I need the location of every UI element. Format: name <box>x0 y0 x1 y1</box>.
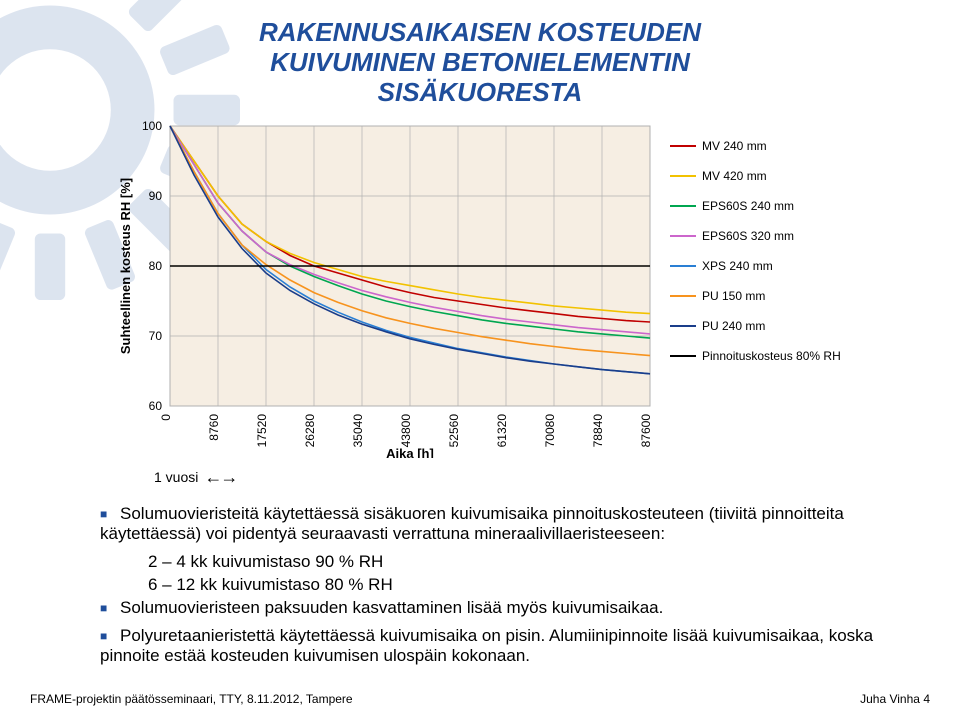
bullet-square-icon: ■ <box>100 629 120 643</box>
svg-text:EPS60S 240 mm: EPS60S 240 mm <box>702 199 794 213</box>
svg-text:8760: 8760 <box>207 413 221 440</box>
bullet-text: Polyuretaanieristettä käytettäessä kuivu… <box>100 626 873 665</box>
svg-text:52560: 52560 <box>447 413 461 447</box>
svg-text:EPS60S 320 mm: EPS60S 320 mm <box>702 229 794 243</box>
bullet-sub-item: 2 – 4 kk kuivumistaso 90 % RH <box>148 552 920 572</box>
double-arrow-icon: ←→ <box>204 467 236 488</box>
year-label: 1 vuosi <box>154 469 198 485</box>
svg-text:78840: 78840 <box>591 413 605 447</box>
svg-text:60: 60 <box>149 399 163 413</box>
rh-chart: 60 70 80 90 100 0 8760 17520 26280 35040 43800 5256… <box>100 118 860 458</box>
bullet-item: ■Solumuovieristeen paksuuden kasvattamin… <box>100 598 920 618</box>
footer-right: Juha Vinha 4 <box>860 692 930 706</box>
svg-text:17520: 17520 <box>255 413 269 447</box>
bullet-text: Solumuovieristeen paksuuden kasvattamine… <box>120 598 663 617</box>
bullet-text: Solumuovieristeitä käytettäessä sisäkuor… <box>100 504 844 543</box>
svg-text:61320: 61320 <box>495 413 509 447</box>
svg-text:Suhteellinen kosteus RH [%]: Suhteellinen kosteus RH [%] <box>118 178 133 354</box>
svg-text:90: 90 <box>149 189 163 203</box>
svg-text:70080: 70080 <box>543 413 557 447</box>
bullet-square-icon: ■ <box>100 507 120 521</box>
bullet-list: ■Solumuovieristeitä käytettäessä sisäkuo… <box>100 504 920 666</box>
chart-svg: 60 70 80 90 100 0 8760 17520 26280 35040 43800 5256… <box>100 118 860 458</box>
title-line: SISÄKUORESTA <box>378 77 583 107</box>
svg-text:80: 80 <box>149 259 163 273</box>
svg-text:70: 70 <box>149 329 163 343</box>
footer-left: FRAME-projektin päätösseminaari, TTY, 8.… <box>30 692 353 706</box>
bullet-item: ■Solumuovieristeitä käytettäessä sisäkuo… <box>100 504 920 544</box>
page-title: RAKENNUSAIKAISEN KOSTEUDEN KUIVUMINEN BE… <box>40 18 920 108</box>
svg-text:0: 0 <box>159 413 173 420</box>
svg-text:43800: 43800 <box>399 413 413 447</box>
svg-text:MV 420 mm: MV 420 mm <box>702 169 767 183</box>
svg-text:Aika [h]: Aika [h] <box>386 446 434 458</box>
title-line: KUIVUMINEN BETONIELEMENTIN <box>270 47 690 77</box>
title-line: RAKENNUSAIKAISEN KOSTEUDEN <box>259 17 701 47</box>
svg-text:PU 150 mm: PU 150 mm <box>702 289 765 303</box>
svg-text:87600: 87600 <box>639 413 653 447</box>
year-indicator: 1 vuosi ←→ <box>154 467 236 488</box>
svg-text:XPS 240 mm: XPS 240 mm <box>702 259 773 273</box>
svg-text:Pinnoituskosteus 80% RH: Pinnoituskosteus 80% RH <box>702 349 841 363</box>
svg-text:100: 100 <box>142 119 162 133</box>
svg-text:MV 240 mm: MV 240 mm <box>702 139 767 153</box>
bullet-square-icon: ■ <box>100 601 120 615</box>
bullet-item: ■Polyuretaanieristettä käytettäessä kuiv… <box>100 626 920 666</box>
svg-text:PU 240 mm: PU 240 mm <box>702 319 765 333</box>
svg-text:26280: 26280 <box>303 413 317 447</box>
svg-text:35040: 35040 <box>351 413 365 447</box>
bullet-sub-item: 6 – 12 kk kuivumistaso 80 % RH <box>148 575 920 595</box>
footer: FRAME-projektin päätösseminaari, TTY, 8.… <box>30 692 930 706</box>
